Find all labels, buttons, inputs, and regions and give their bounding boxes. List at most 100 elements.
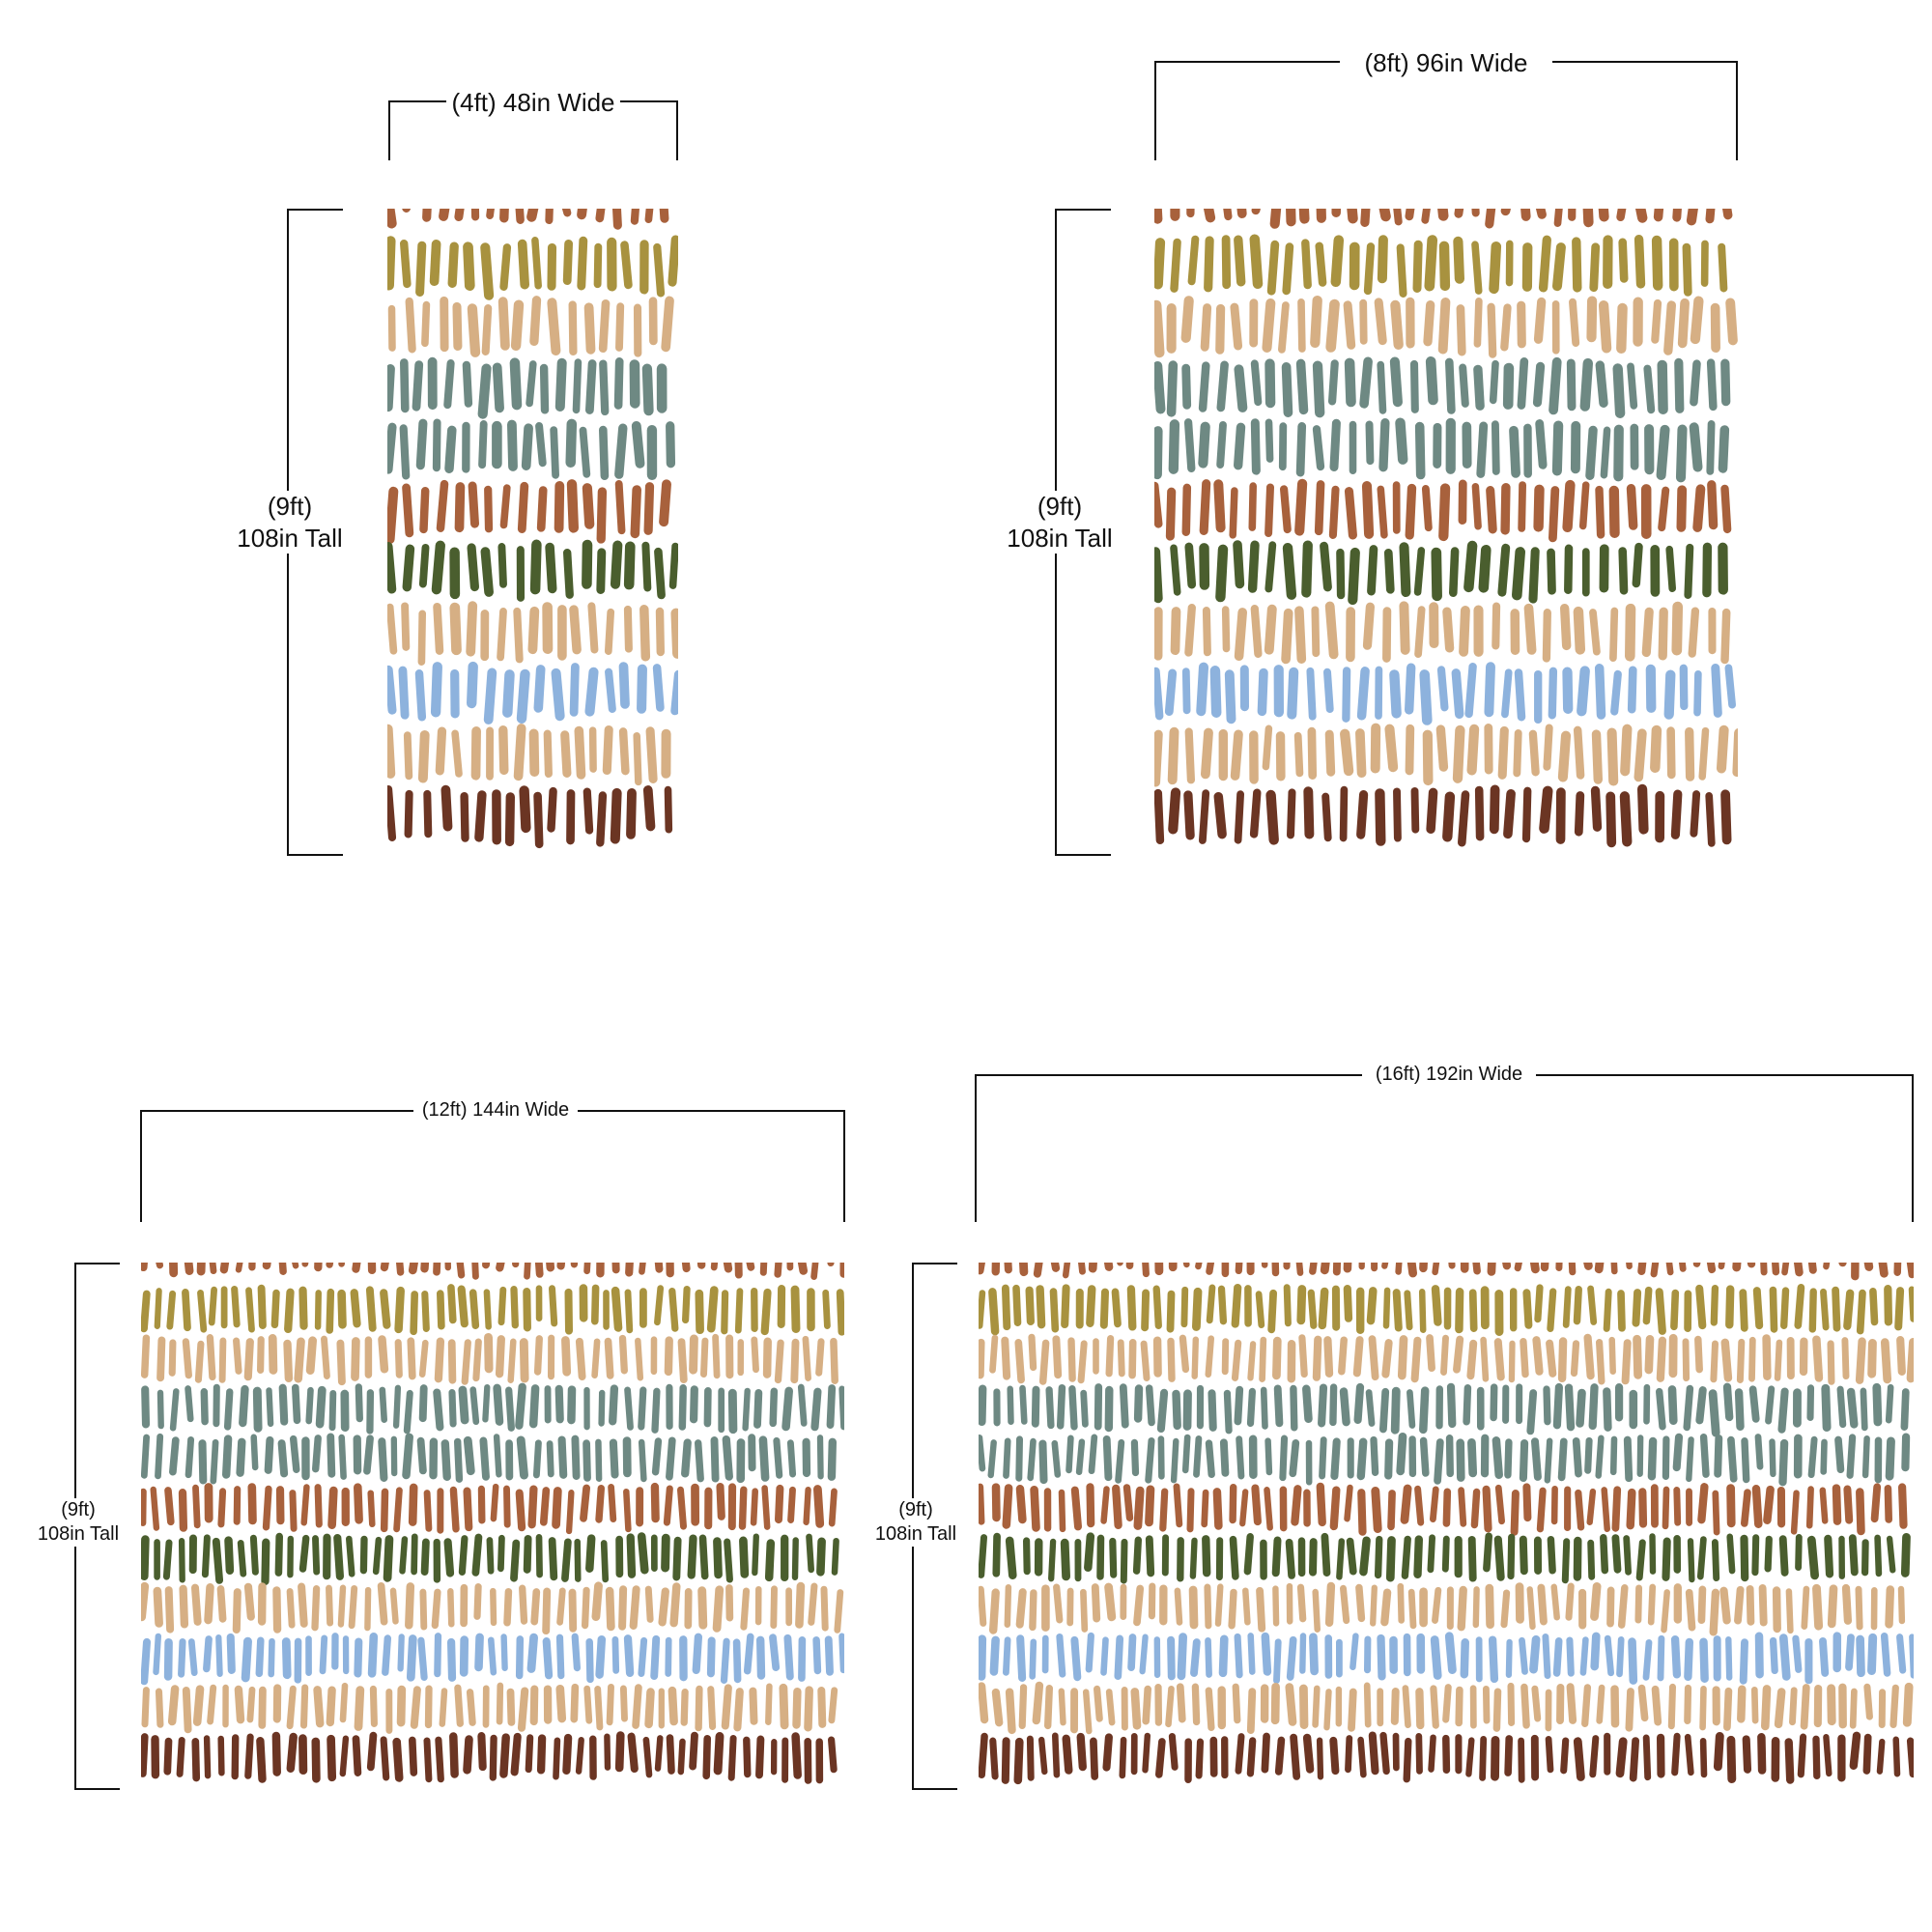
- pattern-dash: [1712, 1490, 1720, 1536]
- pattern-dash: [1543, 1385, 1551, 1426]
- pattern-dash: [466, 1689, 476, 1726]
- pattern-dash: [567, 1385, 577, 1425]
- pattern-dash: [703, 1387, 712, 1428]
- pattern-dash: [1689, 422, 1703, 472]
- pattern-dash: [1474, 785, 1485, 841]
- pattern-dash: [1355, 1583, 1366, 1623]
- pattern-dash: [1173, 1483, 1183, 1528]
- pattern-dash: [204, 1583, 214, 1625]
- pattern-dash: [1722, 209, 1733, 220]
- pattern-dash: [590, 1284, 600, 1325]
- pattern-dash: [182, 1338, 192, 1379]
- pattern-dash: [1381, 1263, 1389, 1269]
- pattern-dash: [561, 1538, 572, 1582]
- pattern-dash: [141, 1385, 151, 1429]
- pattern-dash: [493, 1434, 502, 1478]
- pattern-dash: [1235, 1733, 1245, 1775]
- pattern-dash: [1711, 1539, 1720, 1582]
- pattern-dash: [822, 1289, 831, 1329]
- pattern-dash: [1126, 1285, 1137, 1331]
- pattern-dash: [1273, 1384, 1284, 1428]
- pattern-dash: [1521, 786, 1532, 843]
- pattern-dash: [1400, 1484, 1412, 1524]
- pattern-dash: [1033, 1263, 1043, 1278]
- pattern-dash: [1801, 1585, 1810, 1630]
- pattern-dash: [1029, 1638, 1037, 1680]
- pattern-dash: [1410, 786, 1420, 834]
- pattern-dash: [1395, 1263, 1403, 1275]
- pattern-dash: [1699, 1637, 1709, 1683]
- pattern-dash: [141, 1535, 150, 1581]
- pattern-dash: [608, 1483, 617, 1523]
- pattern-dash: [623, 1488, 632, 1533]
- pattern-dash: [1872, 1382, 1883, 1427]
- pattern-dash: [1223, 209, 1233, 221]
- pattern-dash: [1181, 483, 1192, 536]
- pattern-dash: [1670, 1289, 1680, 1331]
- pattern-dash: [1827, 1584, 1838, 1629]
- pattern-dash: [595, 1438, 603, 1482]
- pattern-dash: [264, 1435, 274, 1474]
- pattern-dash: [1456, 304, 1466, 356]
- pattern-dash: [1296, 1285, 1307, 1325]
- pattern-dash: [1641, 607, 1654, 658]
- pattern-dash: [695, 1685, 703, 1732]
- pattern-dash: [224, 1536, 235, 1575]
- pattern-dash: [644, 209, 654, 224]
- pattern-dash: [1302, 1733, 1315, 1774]
- pattern-dash: [1029, 1589, 1037, 1632]
- pattern-dash: [1769, 1438, 1776, 1478]
- pattern-dash: [1274, 1736, 1286, 1776]
- pattern-dash: [1720, 1338, 1733, 1382]
- pattern-dash: [1670, 789, 1683, 839]
- pattern-dash: [1019, 1384, 1028, 1425]
- pattern-dash: [678, 1384, 687, 1431]
- pattern-dash: [1359, 1536, 1371, 1577]
- pattern-dash: [1714, 1435, 1723, 1478]
- pattern-dash: [1155, 1738, 1166, 1778]
- pattern-dash: [1205, 1335, 1214, 1378]
- pattern-dash: [1777, 1387, 1789, 1434]
- pattern-dash: [458, 1535, 469, 1576]
- pattern-dash: [1726, 1735, 1737, 1784]
- pattern-dash: [1583, 1263, 1593, 1270]
- pattern-dash: [609, 1384, 619, 1426]
- pattern-dash: [629, 1585, 640, 1630]
- pattern-dash: [1720, 358, 1731, 407]
- pattern-dash: [1694, 1335, 1703, 1374]
- pattern-dash: [625, 1263, 634, 1277]
- pattern-dash: [664, 785, 673, 834]
- pattern-dash: [1200, 303, 1212, 352]
- pattern-dash: [1414, 421, 1426, 480]
- pattern-dash: [407, 1337, 416, 1380]
- pattern-dash: [1765, 1385, 1776, 1425]
- pattern-dash: [1435, 724, 1449, 772]
- pattern-dash: [1180, 1286, 1189, 1328]
- pattern-stripe-row: [1154, 417, 1730, 483]
- pattern-dash: [460, 792, 469, 842]
- pattern-dash: [515, 1635, 525, 1680]
- pattern-dash: [1455, 1288, 1464, 1334]
- pattern-dash: [519, 1584, 528, 1625]
- pattern-dash: [1603, 1387, 1612, 1432]
- pattern-dash: [1336, 548, 1346, 600]
- pattern-dash: [1619, 791, 1633, 847]
- pattern-dash: [760, 1288, 772, 1336]
- pattern-dash: [1437, 209, 1449, 221]
- pattern-dash: [562, 240, 574, 285]
- pattern-dash: [1617, 1584, 1629, 1629]
- pattern-dash: [424, 1685, 433, 1729]
- pattern-dash: [666, 1734, 675, 1775]
- pattern-dash: [420, 1538, 430, 1577]
- pattern-dash: [1356, 1437, 1368, 1481]
- pattern-dash: [1091, 1583, 1101, 1623]
- pattern-dash: [723, 1263, 733, 1273]
- pattern-dash: [449, 602, 462, 656]
- pattern-dash: [1594, 1263, 1605, 1274]
- pattern-dash: [1538, 235, 1551, 293]
- pattern-dash: [447, 1588, 455, 1628]
- pattern-dash: [406, 1634, 417, 1682]
- pattern-dash: [1517, 357, 1529, 410]
- pattern-dash: [1045, 1386, 1055, 1430]
- pattern-dash: [1406, 1389, 1416, 1429]
